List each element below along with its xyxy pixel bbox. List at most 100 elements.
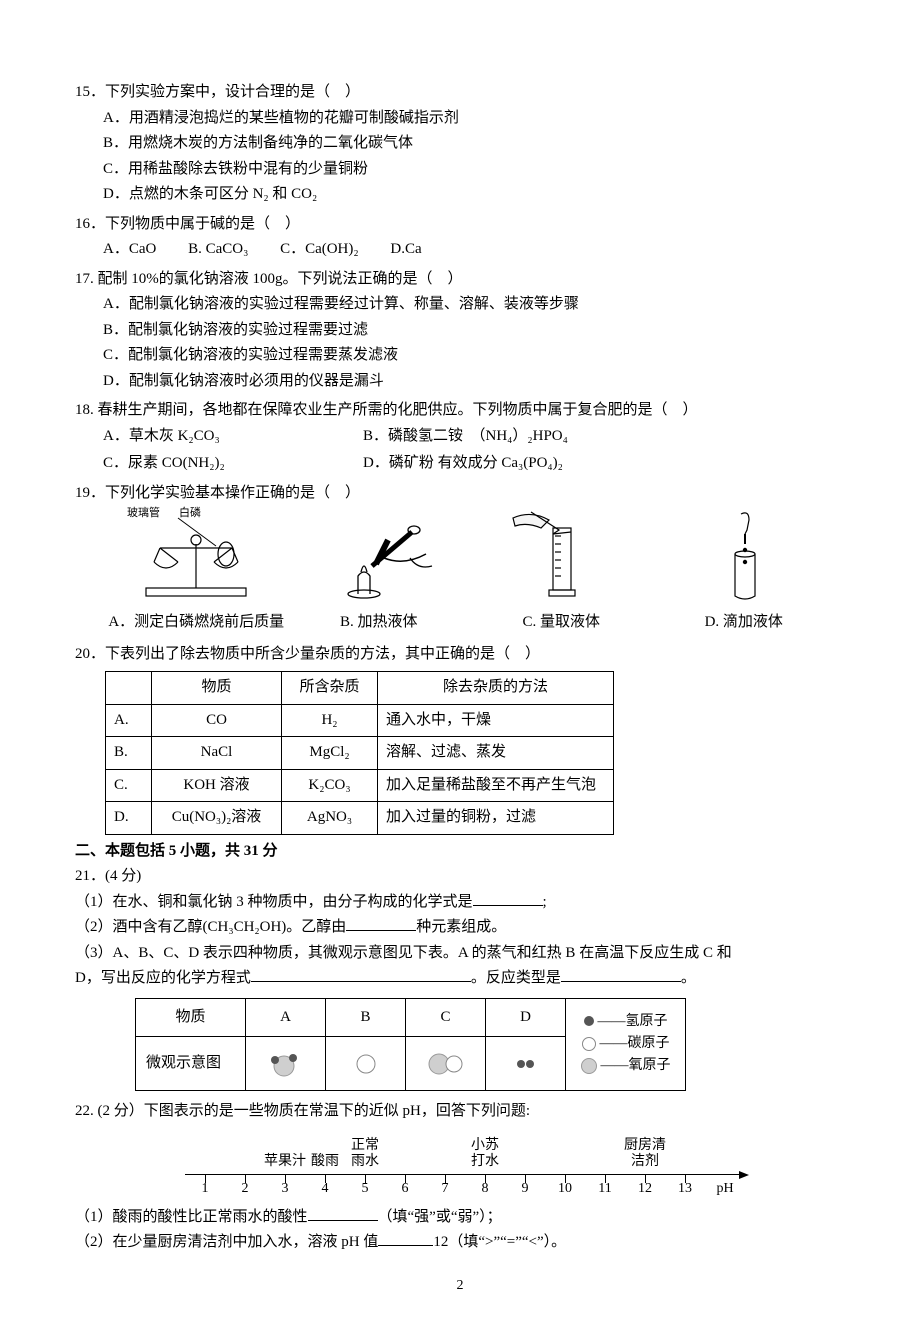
oxygen-atom-icon bbox=[581, 1058, 597, 1074]
blank-input[interactable] bbox=[346, 916, 416, 931]
q17-options: A．配制氯化钠溶液的实验过程需要经过计算、称量、溶解、装液等步骤 B．配制氯化钠… bbox=[75, 292, 845, 394]
ph-axis-line bbox=[185, 1174, 741, 1175]
q16-opt-b: B. CaCO₃ bbox=[188, 237, 248, 263]
q21-table: 物质 A B C D ——氢原子 ——碳原子 ——氧原子 微观示意图 bbox=[135, 998, 686, 1092]
q18-stem: 18. 春耕生产期间，各地都在保障农业生产所需的化肥供应。下列物质中属于复合肥的… bbox=[75, 398, 845, 424]
ph-unit-label: pH bbox=[716, 1177, 733, 1201]
q19-fig-c bbox=[470, 510, 653, 602]
blank-input[interactable] bbox=[251, 967, 471, 982]
q15-stem: 15．下列实验方案中，设计合理的是（ ） bbox=[75, 80, 845, 106]
q20-h-2: 所含杂质 bbox=[282, 672, 378, 705]
q22-p2b: 12（填“>”“=”“<”）。 bbox=[433, 1234, 566, 1250]
question-21: 21．(4 分) （1）在水、铜和氯化钠 3 种物质中，由分子构成的化学式是; … bbox=[75, 864, 845, 1091]
q15-opt-b: B．用燃烧木炭的方法制备纯净的二氧化碳气体 bbox=[103, 131, 845, 157]
q22-p1b: （填“强”或“弱”）； bbox=[378, 1209, 502, 1225]
ph-label: 酸雨 bbox=[311, 1154, 339, 1170]
legend-c: 碳原子 bbox=[628, 1036, 670, 1051]
q18-options: A．草木灰 K₂CO₃ B．磷酸氢二铵 （NH₄）₂HPO₄ C．尿素 CO(N… bbox=[75, 424, 845, 477]
q20-h-1: 物质 bbox=[152, 672, 282, 705]
q20-b-0: B. bbox=[106, 737, 152, 770]
q17-opt-c: C．配制氯化钠溶液的实验过程需要蒸发滤液 bbox=[103, 343, 845, 369]
q19-cap-d: D. 滴加液体 bbox=[653, 610, 836, 636]
drop-liquid-icon bbox=[699, 510, 789, 602]
q17-opt-b: B．配制氯化钠溶液的实验过程需要过滤 bbox=[103, 318, 845, 344]
q17-opt-d: D．配制氯化钠溶液时必须用的仪器是漏斗 bbox=[103, 369, 845, 395]
ph-scale: 12345678910111213pH苹果汁酸雨正常雨水小苏打水厨房清洁剂 bbox=[185, 1131, 845, 1201]
table-row: A. CO H₂ 通入水中，干燥 bbox=[106, 704, 614, 737]
legend-o: 氧原子 bbox=[629, 1058, 671, 1073]
q16-opt-c: C．Ca(OH)₂ bbox=[280, 237, 359, 263]
q19-annot-phosphorus: 白磷 bbox=[179, 504, 201, 523]
page-number: 2 bbox=[75, 1274, 845, 1298]
q19-captions: A．测定白磷燃烧前后质量 B. 加热液体 C. 量取液体 D. 滴加液体 bbox=[75, 604, 845, 638]
q20-d-3: 加入过量的铜粉，过滤 bbox=[378, 802, 614, 835]
q21-mol-d bbox=[486, 1037, 566, 1091]
q19-cap-b: B. 加热液体 bbox=[288, 610, 471, 636]
q21-p3b: D，写出反应的化学方程式 bbox=[75, 970, 251, 986]
balance-icon bbox=[126, 510, 266, 602]
question-20: 20．下表列出了除去物质中所含少量杂质的方法，其中正确的是（ ） 物质 所含杂质… bbox=[75, 642, 845, 835]
blank-input[interactable] bbox=[561, 967, 681, 982]
q22-part2: （2）在少量厨房清洁剂中加入水，溶液 pH 值 12（填“>”“=”“<”）。 bbox=[75, 1230, 845, 1256]
section-2-header: 二、本题包括 5 小题，共 31 分 bbox=[75, 839, 845, 865]
q21-p3d: 。 bbox=[681, 970, 696, 986]
q20-b-1: NaCl bbox=[152, 737, 282, 770]
question-15: 15．下列实验方案中，设计合理的是（ ） A．用酒精浸泡捣烂的某些植物的花瓣可制… bbox=[75, 80, 845, 208]
ph-number: 9 bbox=[522, 1177, 529, 1201]
q22-stem: 22. (2 分）下图表示的是一些物质在常温下的近似 pH，回答下列问题: bbox=[75, 1099, 845, 1125]
ph-number: 8 bbox=[482, 1177, 489, 1201]
q20-c-1: KOH 溶液 bbox=[152, 769, 282, 802]
q18-opt-c: C．尿素 CO(NH₂)₂ bbox=[103, 451, 363, 477]
ph-number: 7 bbox=[442, 1177, 449, 1201]
blank-input[interactable] bbox=[473, 891, 543, 906]
ph-number: 6 bbox=[402, 1177, 409, 1201]
q19-fig-b bbox=[288, 510, 471, 602]
q20-d-1: Cu(NO₃)₂溶液 bbox=[152, 802, 282, 835]
q21-p1b: ; bbox=[543, 894, 547, 910]
q20-c-2: K₂CO₃ bbox=[282, 769, 378, 802]
blank-input[interactable] bbox=[308, 1206, 378, 1221]
q20-d-2: AgNO₃ bbox=[282, 802, 378, 835]
q20-b-3: 溶解、过滤、蒸发 bbox=[378, 737, 614, 770]
q22-p2a: （2）在少量厨房清洁剂中加入水，溶液 pH 值 bbox=[75, 1234, 378, 1250]
measure-liquid-icon bbox=[501, 510, 621, 602]
q21-part3b: D，写出反应的化学方程式 。反应类型是 。 bbox=[75, 966, 845, 992]
q19-cap-c: C. 量取液体 bbox=[470, 610, 653, 636]
q16-stem: 16．下列物质中属于碱的是（ ） bbox=[75, 212, 845, 238]
q21-p3c: 。反应类型是 bbox=[471, 970, 561, 986]
ph-number: 2 bbox=[242, 1177, 249, 1201]
arrow-right-icon bbox=[739, 1171, 749, 1179]
q21-t-r2-label: 微观示意图 bbox=[136, 1037, 246, 1091]
q20-a-2: H₂ bbox=[282, 704, 378, 737]
table-row: C. KOH 溶液 K₂CO₃ 加入足量稀盐酸至不再产生气泡 bbox=[106, 769, 614, 802]
q21-p2b: 种元素组成。 bbox=[416, 919, 506, 935]
q21-t-h3: C bbox=[406, 998, 486, 1037]
q21-mol-c bbox=[406, 1037, 486, 1091]
ph-number: 1 bbox=[202, 1177, 209, 1201]
q16-opt-a: A．CaO bbox=[103, 237, 156, 263]
q18-opt-a: A．草木灰 K₂CO₃ bbox=[103, 424, 363, 450]
molecule-c-icon bbox=[424, 1048, 468, 1080]
molecule-b-icon bbox=[350, 1048, 382, 1080]
ph-number: 4 bbox=[322, 1177, 329, 1201]
q20-h-0 bbox=[106, 672, 152, 705]
q21-stem: 21．(4 分) bbox=[75, 864, 845, 890]
q20-a-3: 通入水中，干燥 bbox=[378, 704, 614, 737]
q20-a-1: CO bbox=[152, 704, 282, 737]
ph-number: 13 bbox=[678, 1177, 692, 1201]
table-row: D. Cu(NO₃)₂溶液 AgNO₃ 加入过量的铜粉，过滤 bbox=[106, 802, 614, 835]
q21-legend: ——氢原子 ——碳原子 ——氧原子 bbox=[566, 998, 686, 1091]
ph-label: 苹果汁 bbox=[264, 1154, 306, 1170]
question-19: 19．下列化学实验基本操作正确的是（ ） 玻璃管 白磷 bbox=[75, 481, 845, 638]
q21-mol-b bbox=[326, 1037, 406, 1091]
ph-number: 3 bbox=[282, 1177, 289, 1201]
table-row: 物质 A B C D ——氢原子 ——碳原子 ——氧原子 bbox=[136, 998, 686, 1037]
ph-number: 10 bbox=[558, 1177, 572, 1201]
q18-opt-d: D．磷矿粉 有效成分 Ca₃(PO₄)₂ bbox=[363, 451, 845, 477]
q21-t-h2: B bbox=[326, 998, 406, 1037]
q15-opt-a: A．用酒精浸泡捣烂的某些植物的花瓣可制酸碱指示剂 bbox=[103, 106, 845, 132]
legend-h: 氢原子 bbox=[626, 1014, 668, 1029]
q21-p1a: （1）在水、铜和氯化钠 3 种物质中，由分子构成的化学式是 bbox=[75, 894, 473, 910]
q21-part3a: （3）A、B、C、D 表示四种物质，其微观示意图见下表。A 的蒸气和红热 B 在… bbox=[75, 941, 845, 967]
blank-input[interactable] bbox=[378, 1231, 433, 1246]
